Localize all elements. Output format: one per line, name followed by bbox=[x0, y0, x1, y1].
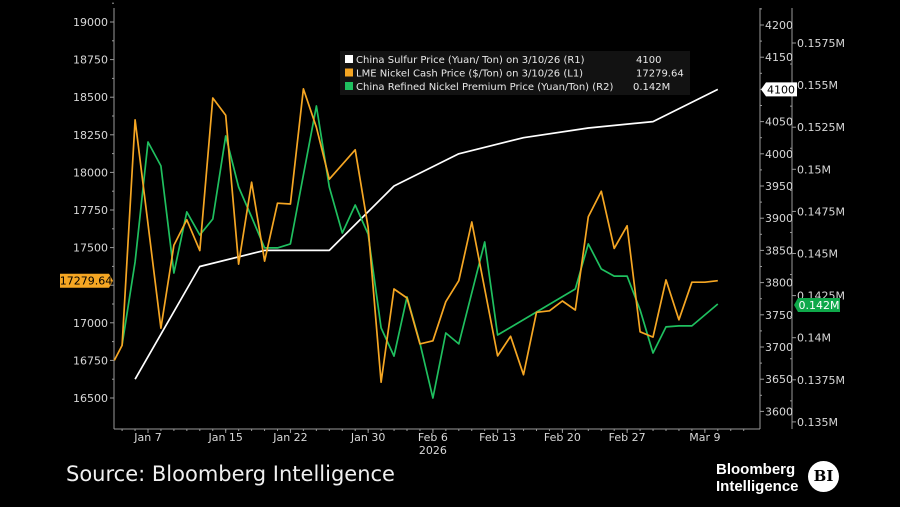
right2-axis-tick-label: 0.1475M bbox=[797, 205, 845, 218]
legend-label: China Sulfur Price (Yuan/ Ton) on 3/10/2… bbox=[356, 55, 585, 66]
logo-line-2: Intelligence bbox=[716, 478, 799, 495]
x-axis-tick-label: Feb 27 bbox=[609, 431, 646, 444]
last-value-badge-r2 bbox=[794, 298, 840, 313]
legend-value: 17279.64 bbox=[636, 69, 684, 80]
right1-axis-tick-label: 4050 bbox=[765, 116, 793, 129]
x-axis-tick-label: Feb 13 bbox=[479, 431, 516, 444]
series-line-l1 bbox=[113, 88, 718, 384]
right1-axis-tick-label: 3950 bbox=[765, 180, 793, 193]
legend-value: 4100 bbox=[636, 55, 661, 66]
left-axis-tick-label: 16750 bbox=[73, 354, 108, 367]
legend-swatch bbox=[345, 68, 353, 77]
legend-value: 0.142M bbox=[633, 82, 670, 93]
legend-swatch bbox=[345, 55, 353, 63]
series-line-r1 bbox=[134, 88, 719, 380]
x-axis-tick-label: Jan 22 bbox=[272, 431, 307, 444]
source-caption: Source: Bloomberg Intelligence bbox=[66, 462, 395, 486]
series-line-r2 bbox=[121, 105, 719, 399]
left-axis-tick-label: 18250 bbox=[73, 129, 108, 142]
x-axis-tick-label: Jan 7 bbox=[133, 431, 161, 444]
left-axis-tick-label: 19000 bbox=[73, 16, 108, 29]
right1-axis-tick-label: 3650 bbox=[765, 373, 793, 386]
left-axis-tick-label: 18750 bbox=[73, 54, 108, 67]
legend-label: LME Nickel Cash Price ($/Ton) on 3/10/26… bbox=[356, 69, 583, 80]
right2-axis-tick-label: 0.135M bbox=[797, 416, 838, 429]
right2-axis-tick-label: 0.1375M bbox=[797, 374, 845, 387]
chart-legend: China Sulfur Price (Yuan/ Ton) on 3/10/2… bbox=[340, 51, 690, 95]
left-axis-tick-label: 17000 bbox=[73, 317, 108, 330]
right2-axis-tick-label: 0.1525M bbox=[797, 121, 845, 134]
right1-axis-tick-label: 3750 bbox=[765, 309, 793, 322]
legend-box bbox=[340, 51, 690, 95]
last-value-badge-l1 bbox=[60, 273, 113, 288]
bi-badge-icon: BI bbox=[808, 461, 839, 492]
right2-axis-tick-label: 0.1575M bbox=[797, 37, 845, 50]
x-axis-tick-label: Jan 30 bbox=[350, 431, 385, 444]
x-axis-tick-label: Feb 20 bbox=[544, 431, 581, 444]
last-value-label-r1: 4100 bbox=[767, 83, 795, 96]
right1-axis-tick-label: 3700 bbox=[765, 341, 793, 354]
right2-axis-tick-label: 0.14M bbox=[797, 332, 831, 345]
left-axis-tick-label: 16500 bbox=[73, 392, 108, 405]
x-axis-tick-label: Jan 15 bbox=[207, 431, 242, 444]
bloomberg-intelligence-logo: Bloomberg Intelligence bbox=[716, 461, 799, 495]
left-axis-tick-label: 18500 bbox=[73, 91, 108, 104]
legend-swatch bbox=[345, 82, 353, 90]
right2-axis-tick-label: 0.145M bbox=[797, 248, 838, 261]
last-value-badge-r1 bbox=[761, 82, 797, 97]
right1-axis-tick-label: 3900 bbox=[765, 212, 793, 225]
right2-axis-tick-label: 0.155M bbox=[797, 79, 838, 92]
x-axis-year-label: 2026 bbox=[419, 444, 447, 457]
left-axis-tick-label: 17750 bbox=[73, 204, 108, 217]
x-axis-tick-label: Feb 6 bbox=[418, 431, 448, 444]
logo-line-1: Bloomberg bbox=[716, 461, 796, 478]
right1-axis-tick-label: 4150 bbox=[765, 51, 793, 64]
left-axis-tick-label: 18000 bbox=[73, 166, 108, 179]
right1-axis-tick-label: 4200 bbox=[765, 19, 793, 32]
right1-axis-tick-label: 3600 bbox=[765, 405, 793, 418]
left-axis-tick-label: 17500 bbox=[73, 242, 108, 255]
right1-axis-tick-label: 4000 bbox=[765, 148, 793, 161]
last-value-label-r2: 0.142M bbox=[799, 299, 840, 312]
right1-axis-tick-label: 3800 bbox=[765, 277, 793, 290]
right2-axis-tick-label: 0.15M bbox=[797, 163, 831, 176]
last-value-label-l1: 17279.64 bbox=[60, 275, 113, 288]
x-axis-tick-label: Mar 9 bbox=[689, 431, 720, 444]
legend-label: China Refined Nickel Premium Price (Yuan… bbox=[356, 82, 613, 93]
right1-axis-tick-label: 3850 bbox=[765, 244, 793, 257]
